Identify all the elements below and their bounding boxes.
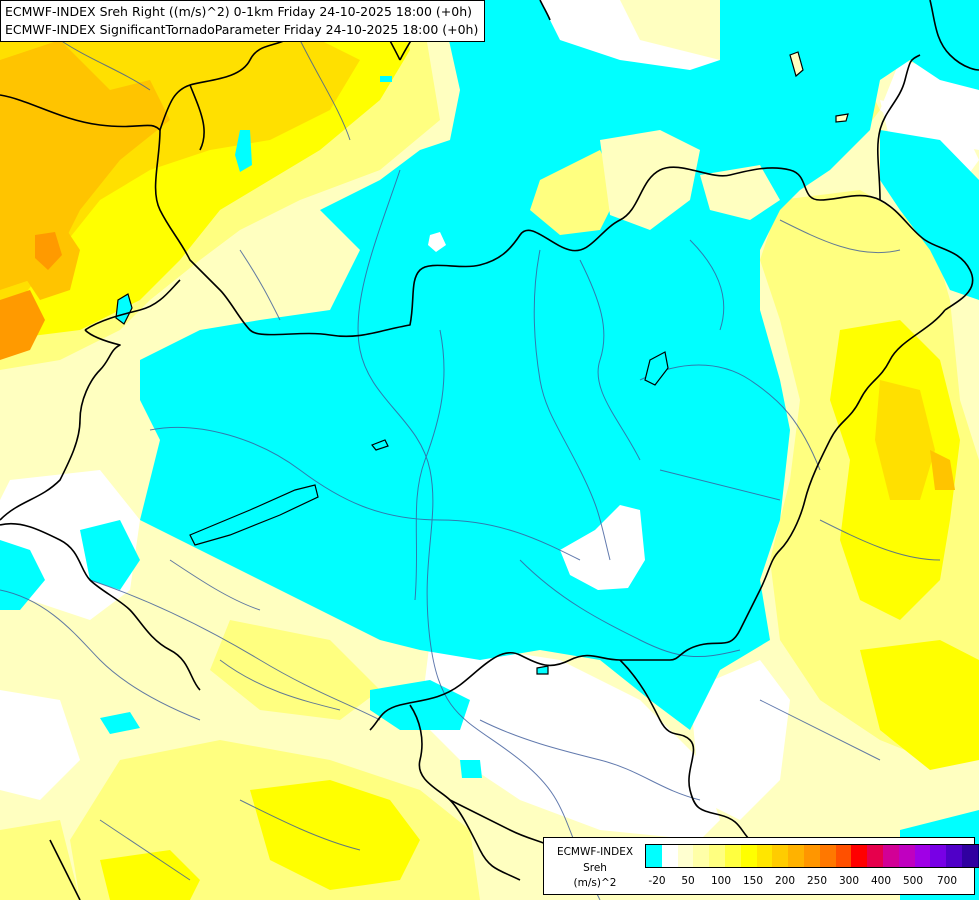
map-title-box: ECMWF-INDEX Sreh Right ((m/s)^2) 0-1km F… (0, 0, 486, 42)
legend-tick-labels: -20 50 100 150 200 250 300 400 500 700 (645, 874, 970, 888)
legend-swatch (756, 845, 773, 867)
legend-swatch (788, 845, 804, 867)
color-legend: ECMWF-INDEX Sreh (m/s)^2 -20 50 100 150 200 2… (543, 837, 979, 895)
legend-swatch (977, 845, 979, 867)
legend-tick-label: -20 (648, 875, 666, 887)
legend-tick-label: 500 (902, 875, 924, 887)
legend-color-scale (645, 844, 979, 868)
legend-swatch (646, 845, 662, 867)
legend-swatch (867, 845, 883, 867)
legend-tick-label: 150 (742, 875, 764, 887)
legend-swatch (740, 845, 757, 867)
legend-swatch (946, 845, 962, 867)
legend-swatch (677, 845, 694, 867)
legend-swatch (851, 845, 868, 867)
legend-swatch (961, 845, 978, 867)
legend-tick-label: 400 (870, 875, 892, 887)
legend-variable: Sreh (583, 862, 607, 874)
legend-tick-label: 700 (936, 875, 958, 887)
legend-swatch (772, 845, 789, 867)
legend-swatch (724, 845, 741, 867)
legend-swatch (930, 845, 947, 867)
legend-swatch (661, 845, 678, 867)
legend-tick-label: 100 (710, 875, 732, 887)
legend-tick-label: 50 (681, 875, 695, 887)
legend-swatch (882, 845, 899, 867)
legend-product: ECMWF-INDEX (556, 846, 634, 858)
legend-swatch (914, 845, 931, 867)
river-network (0, 39, 941, 900)
title-line-2: ECMWF-INDEX SignificantTornadoParameter … (5, 22, 479, 37)
lake-outline (115, 51, 849, 675)
legend-tick-label: 300 (838, 875, 860, 887)
legend-swatch (835, 845, 852, 867)
title-line-1: ECMWF-INDEX Sreh Right ((m/s)^2) 0-1km F… (5, 4, 473, 19)
legend-tick-label: 200 (774, 875, 796, 887)
legend-swatch (803, 845, 820, 867)
legend-unit: (m/s)^2 (573, 877, 617, 889)
legend-swatch (819, 845, 836, 867)
legend-tick-label: 250 (806, 875, 828, 887)
field-white-inner (560, 130, 780, 590)
field-deep-orange (0, 232, 62, 360)
legend-swatch (693, 845, 710, 867)
legend-swatch (898, 845, 915, 867)
legend-swatch (709, 845, 725, 867)
